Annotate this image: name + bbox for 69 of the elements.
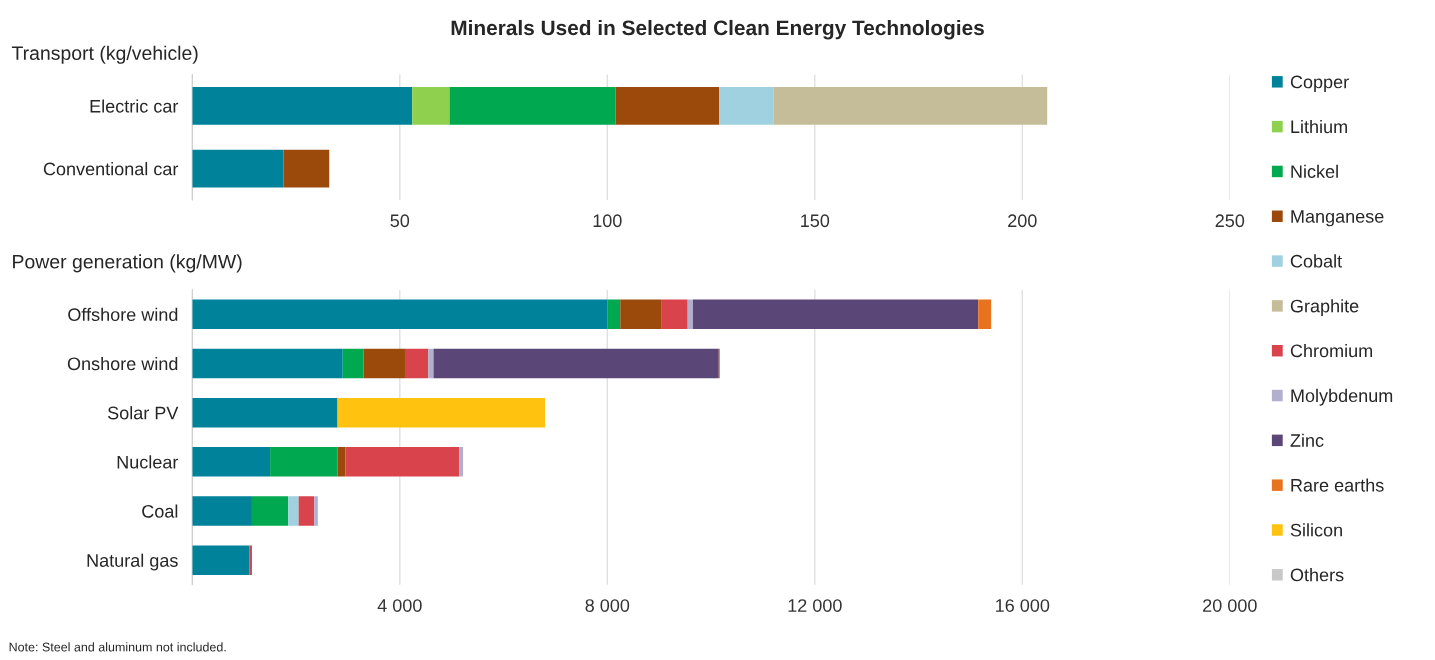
x-tick-label: 12 000 [788,599,842,612]
bar [192,149,284,188]
legend-label: Others [1290,568,1344,582]
y-tick-label: Electric car [90,99,179,113]
y-tick-label: Natural gas [87,553,178,571]
y-tick-label: Solar PV [107,406,179,420]
bar [192,545,250,575]
bar [270,447,338,477]
bar [192,397,338,428]
bar [433,348,719,379]
legend-label: Rare earths [1291,478,1384,492]
bar [298,496,315,526]
x-tick-label: 250 [1215,214,1245,228]
bar [692,299,979,330]
bar [337,447,346,477]
chart-title: Minerals Used in Selected Clean Energy Technologies [451,19,984,40]
bar [342,348,364,379]
legend-label: Manganese [1291,210,1384,227]
legend-label: Cobalt [1290,254,1342,268]
bar [283,149,330,188]
bar [363,348,405,379]
legend-label: Silicon [1290,523,1342,537]
y-tick-label: Onshore wind [67,356,178,371]
chart-subtitle: Transport (kg/vehicle) [11,45,198,64]
legend-label: Nickel [1291,164,1338,178]
bar [192,348,343,379]
bar [192,87,413,125]
bar [459,447,464,477]
bar [404,348,429,379]
bar [251,496,289,526]
x-tick-label: 20 000 [1203,599,1257,612]
bar [249,545,252,575]
legend-label: Zinc [1290,433,1324,447]
bar [620,299,662,330]
x-tick-label: 16 000 [996,599,1050,612]
x-tick-label: 50 [390,214,410,228]
bar [337,397,546,428]
bar [288,496,299,526]
bar [773,87,1048,125]
chart-title: Power generation (kg/MW) [13,254,242,273]
x-tick-label: 150 [801,214,830,228]
bar [428,348,434,379]
y-tick-label: Offshore wind [68,307,178,322]
legend-label: Molybdenum [1291,388,1393,406]
bar [687,299,693,330]
x-tick-label: 4 000 [377,599,422,612]
legend-label: Chromium [1290,343,1373,358]
x-tick-label: 200 [1008,214,1037,228]
y-tick-label: Nuclear [117,455,179,469]
bar [661,299,688,330]
bar [615,87,720,125]
y-tick-label: Coal [142,504,178,518]
bar [192,299,608,330]
legend-label: Lithium [1291,119,1347,134]
bar [345,447,460,477]
x-tick-label: 8 000 [585,599,630,612]
legend-label: Graphite [1290,299,1359,317]
bar [607,299,621,330]
legend-label: Copper [1290,75,1349,92]
text: Note: Steel and aluminum not included. [9,642,226,652]
bar [412,87,450,125]
bar [192,496,252,526]
bar [978,299,992,330]
y-tick-label: Conventional car [43,162,179,176]
bar [449,87,616,125]
x-tick-label: 100 [593,214,622,228]
bar [314,496,318,526]
bar [192,447,271,477]
bar [719,87,774,125]
